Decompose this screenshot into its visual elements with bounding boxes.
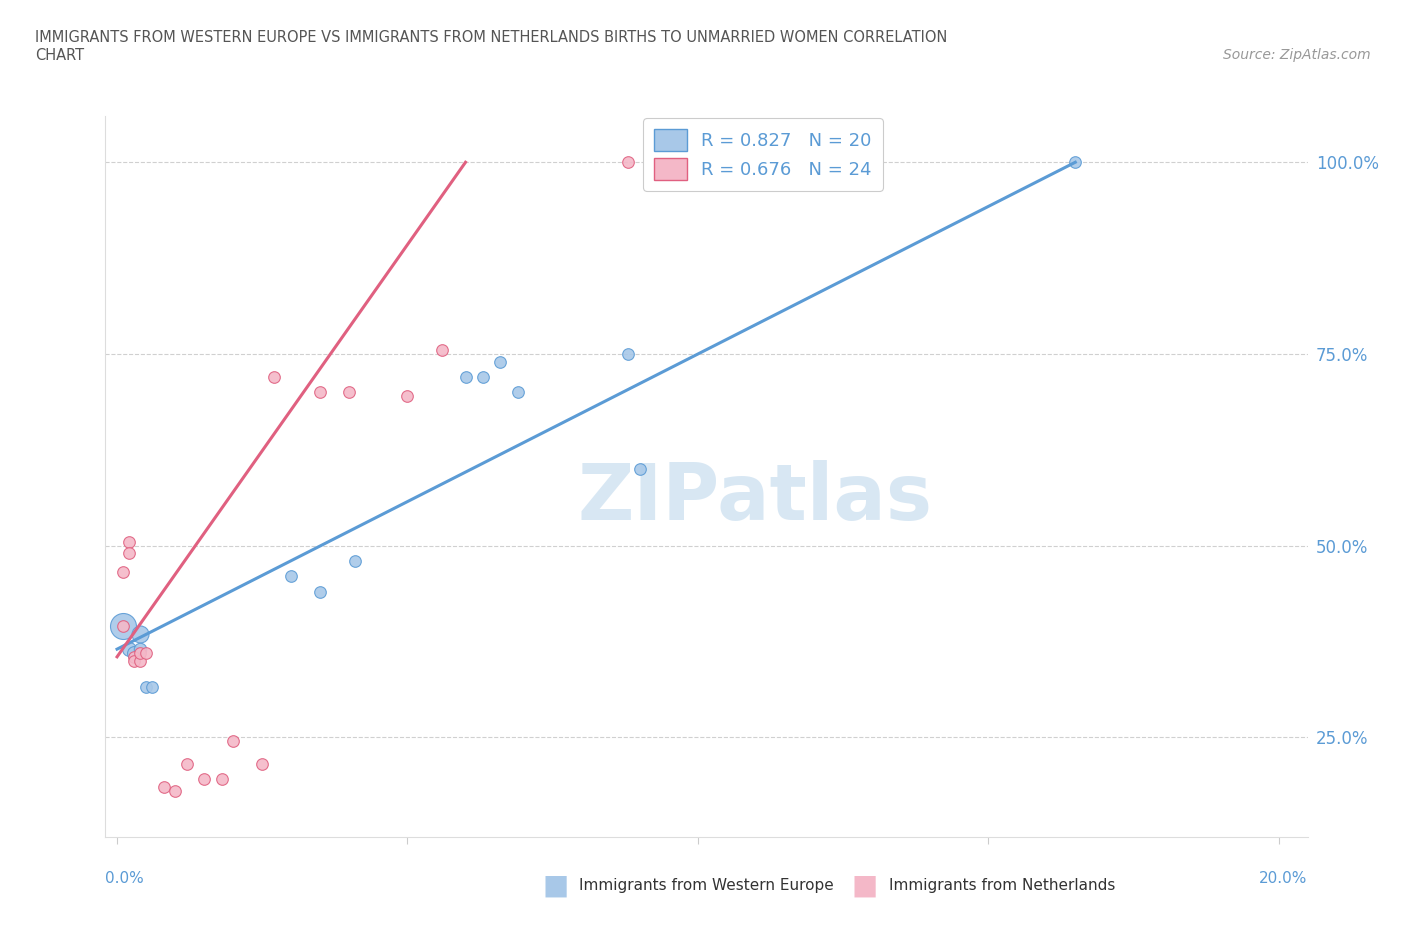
Point bbox=[124, 653, 146, 668]
Text: ■: ■ bbox=[852, 871, 877, 899]
Point bbox=[222, 734, 245, 749]
Point bbox=[118, 546, 141, 561]
Point bbox=[176, 757, 198, 772]
Point bbox=[344, 553, 367, 568]
Point bbox=[454, 369, 477, 384]
Point bbox=[617, 347, 640, 362]
Text: IMMIGRANTS FROM WESTERN EUROPE VS IMMIGRANTS FROM NETHERLANDS BIRTHS TO UNMARRIE: IMMIGRANTS FROM WESTERN EUROPE VS IMMIGR… bbox=[35, 30, 948, 45]
Point bbox=[193, 772, 215, 787]
Text: 0.0%: 0.0% bbox=[105, 871, 145, 886]
Point bbox=[617, 154, 640, 169]
Point bbox=[111, 565, 134, 580]
Point bbox=[309, 584, 332, 599]
Point bbox=[129, 627, 152, 642]
Point bbox=[129, 645, 152, 660]
Text: 20.0%: 20.0% bbox=[1260, 871, 1308, 886]
Point bbox=[129, 653, 152, 668]
Point bbox=[471, 369, 494, 384]
Point bbox=[211, 772, 233, 787]
Text: CHART: CHART bbox=[35, 48, 84, 63]
Point bbox=[124, 649, 146, 664]
Point bbox=[337, 385, 360, 400]
Point bbox=[135, 680, 157, 695]
Point bbox=[165, 784, 187, 799]
Point bbox=[628, 461, 651, 476]
Legend: R = 0.827   N = 20, R = 0.676   N = 24: R = 0.827 N = 20, R = 0.676 N = 24 bbox=[644, 118, 883, 191]
Point bbox=[111, 618, 134, 633]
Point bbox=[111, 618, 134, 633]
Point bbox=[506, 385, 529, 400]
Point bbox=[129, 642, 152, 657]
Text: Source: ZipAtlas.com: Source: ZipAtlas.com bbox=[1223, 48, 1371, 62]
Point bbox=[733, 154, 755, 169]
Point bbox=[489, 354, 512, 369]
Point bbox=[152, 779, 174, 794]
Point bbox=[704, 154, 727, 169]
Text: Immigrants from Netherlands: Immigrants from Netherlands bbox=[889, 878, 1115, 893]
Point bbox=[645, 154, 668, 169]
Text: ZIPatlas: ZIPatlas bbox=[576, 460, 932, 537]
Point bbox=[664, 154, 686, 169]
Point bbox=[141, 680, 163, 695]
Point bbox=[263, 369, 285, 384]
Point bbox=[675, 154, 697, 169]
Point bbox=[135, 645, 157, 660]
Point bbox=[118, 642, 141, 657]
Point bbox=[1064, 154, 1087, 169]
Point bbox=[118, 535, 141, 550]
Point bbox=[124, 645, 146, 660]
Text: ■: ■ bbox=[543, 871, 568, 899]
Point bbox=[252, 757, 274, 772]
Point bbox=[309, 385, 332, 400]
Point bbox=[280, 569, 302, 584]
Point bbox=[432, 342, 454, 357]
Point bbox=[396, 389, 419, 404]
Text: Immigrants from Western Europe: Immigrants from Western Europe bbox=[579, 878, 834, 893]
